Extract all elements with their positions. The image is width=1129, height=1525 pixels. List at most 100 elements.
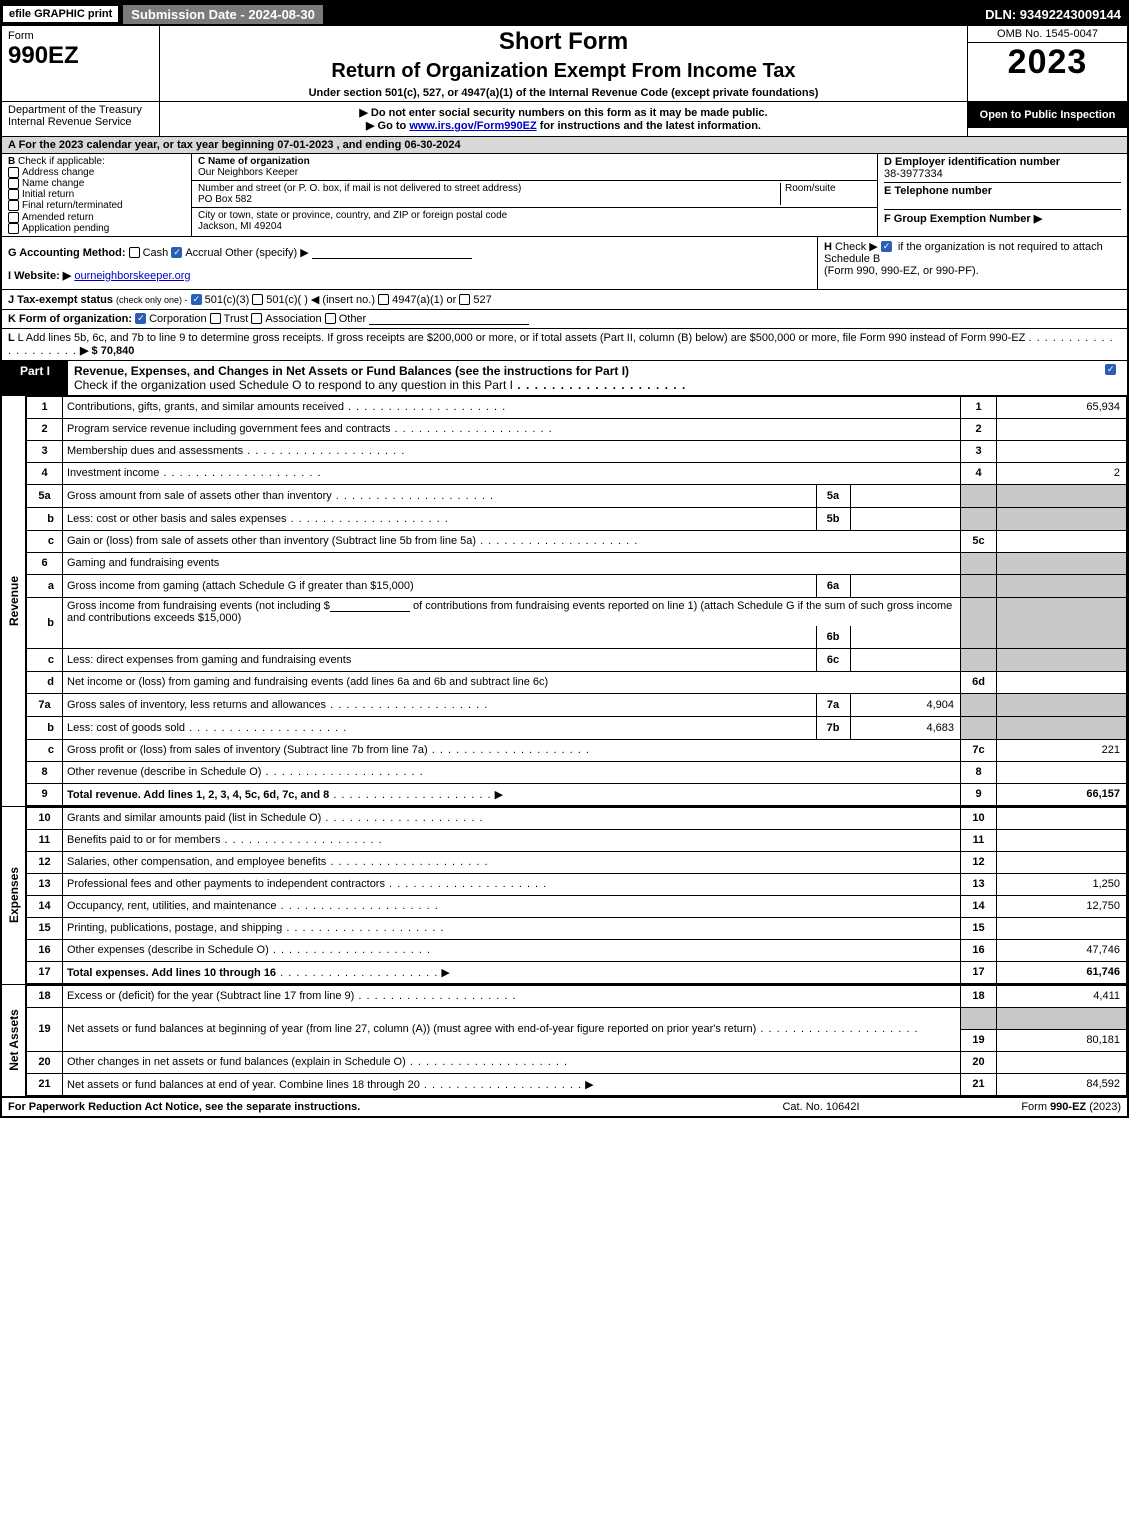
checkbox-amended-return[interactable] <box>8 212 19 223</box>
line-3-value <box>997 440 1127 462</box>
irs-label: Internal Revenue Service <box>8 116 153 128</box>
line-19-value: 80,181 <box>997 1029 1127 1051</box>
line-20-value <box>997 1051 1127 1073</box>
checkbox-4947[interactable] <box>378 294 389 305</box>
expenses-table: 10Grants and similar amounts paid (list … <box>26 807 1127 984</box>
form-page: efile GRAPHIC print Submission Date - 20… <box>0 0 1129 1118</box>
opt-address-change: Address change <box>22 167 94 178</box>
cat-no: Cat. No. 10642I <box>721 1101 921 1113</box>
line-7b-inner: 4,683 <box>850 717 960 739</box>
irs-link[interactable]: www.irs.gov/Form990EZ <box>409 120 536 132</box>
k-association: Association <box>265 313 321 325</box>
column-b: B Check if applicable: Address change Na… <box>2 154 192 236</box>
open-to-public: Open to Public Inspection <box>968 102 1127 128</box>
h-label: H <box>824 241 832 253</box>
checkbox-corporation[interactable] <box>135 313 146 324</box>
checkbox-cash[interactable] <box>129 247 140 258</box>
top-bar: efile GRAPHIC print Submission Date - 20… <box>2 2 1127 26</box>
line-2-value <box>997 418 1127 440</box>
netassets-vlabel: Net Assets <box>2 985 26 1096</box>
line-11-value <box>997 829 1127 851</box>
gh-row: G Accounting Method: Cash Accrual Other … <box>2 237 1127 290</box>
j-501c3: 501(c)(3) <box>205 294 250 306</box>
form-header: Form 990EZ Short Form Return of Organiza… <box>2 26 1127 102</box>
j-4947: 4947(a)(1) or <box>392 294 456 306</box>
line-6b-inner <box>850 626 960 648</box>
city-value: Jackson, MI 49204 <box>198 221 282 232</box>
form-number: 990EZ <box>8 42 153 70</box>
j-527: 527 <box>473 294 491 306</box>
line-8-value <box>997 761 1127 783</box>
line-18-value: 4,411 <box>997 985 1127 1007</box>
efile-print-button[interactable]: efile GRAPHIC print <box>2 5 119 23</box>
checkbox-initial-return[interactable] <box>8 189 19 200</box>
other-label: Other (specify) ▶ <box>225 247 309 259</box>
checkbox-527[interactable] <box>459 294 470 305</box>
opt-initial-return: Initial return <box>22 189 74 200</box>
k-other: Other <box>339 313 367 325</box>
line-6a-inner <box>850 575 960 597</box>
part-i-check-text: Check if the organization used Schedule … <box>74 378 513 392</box>
checkbox-accrual[interactable] <box>171 247 182 258</box>
line-1-value: 65,934 <box>997 396 1127 418</box>
line-5c-value <box>997 530 1127 552</box>
checkbox-name-change[interactable] <box>8 178 19 189</box>
checkbox-501c[interactable] <box>252 294 263 305</box>
l-text: L Add lines 5b, 6c, and 7b to line 9 to … <box>18 332 1026 344</box>
part-i-label: Part I <box>2 361 68 395</box>
k-other-field[interactable] <box>369 313 529 325</box>
expenses-vlabel: Expenses <box>2 807 26 984</box>
instruction-row: Department of the Treasury Internal Reve… <box>2 102 1127 137</box>
other-specify-field[interactable] <box>312 247 472 259</box>
j-501c: 501(c)( ) ◀ (insert no.) <box>266 294 375 306</box>
checkbox-schedule-o[interactable] <box>1105 364 1116 375</box>
j-note: (check only one) - <box>116 295 188 305</box>
line-14-value: 12,750 <box>997 895 1127 917</box>
e-phone-label: E Telephone number <box>884 185 992 197</box>
line-4-value: 2 <box>997 462 1127 484</box>
checkbox-association[interactable] <box>251 313 262 324</box>
tax-year: 2023 <box>968 43 1127 82</box>
checkbox-h[interactable] <box>881 241 892 252</box>
check-if-applicable: Check if applicable: <box>18 156 105 167</box>
line-7a-inner: 4,904 <box>850 694 960 716</box>
g-label: G Accounting Method: <box>8 247 126 259</box>
website-link[interactable]: ourneighborskeeper.org <box>74 270 190 282</box>
net-assets-section: Net Assets 18Excess or (deficit) for the… <box>2 985 1127 1098</box>
part-i-header: Part I Revenue, Expenses, and Changes in… <box>2 361 1127 396</box>
k-trust: Trust <box>224 313 249 325</box>
row-j: J Tax-exempt status (check only one) - 5… <box>2 290 1127 310</box>
l-amount: ▶ $ 70,840 <box>80 345 134 357</box>
street-value: PO Box 582 <box>198 194 252 205</box>
k-corporation: Corporation <box>149 313 206 325</box>
checkbox-final-return[interactable] <box>8 200 19 211</box>
bcd-row: B Check if applicable: Address change Na… <box>2 154 1127 237</box>
form-word: Form <box>8 30 153 42</box>
ein-value: 38-3977334 <box>884 168 943 180</box>
dept-treasury: Department of the Treasury <box>8 104 153 116</box>
checkbox-501c3[interactable] <box>191 294 202 305</box>
line-6c-inner <box>850 649 960 671</box>
row-l: L L Add lines 5b, 6c, and 7b to line 9 t… <box>2 329 1127 361</box>
expenses-section: Expenses 10Grants and similar amounts pa… <box>2 807 1127 985</box>
h-text3: (Form 990, 990-EZ, or 990-PF). <box>824 265 979 277</box>
checkbox-other-org[interactable] <box>325 313 336 324</box>
form-ref: Form 990-EZ (2023) <box>921 1101 1121 1113</box>
return-title: Return of Organization Exempt From Incom… <box>166 60 961 83</box>
line-6b-contrib-field[interactable] <box>330 600 410 612</box>
checkbox-address-change[interactable] <box>8 167 19 178</box>
goto-instructions: ▶ Go to www.irs.gov/Form990EZ for instru… <box>164 119 963 132</box>
checkbox-trust[interactable] <box>210 313 221 324</box>
street-label: Number and street (or P. O. box, if mail… <box>198 183 521 194</box>
line-10-value <box>997 807 1127 829</box>
dln: DLN: 93492243009144 <box>985 7 1121 22</box>
checkbox-application-pending[interactable] <box>8 223 19 234</box>
line-16-value: 47,746 <box>997 939 1127 961</box>
no-ssn-notice: ▶ Do not enter social security numbers o… <box>164 106 963 119</box>
part-i-title: Revenue, Expenses, and Changes in Net As… <box>74 364 629 378</box>
line-5a-inner <box>850 485 960 507</box>
revenue-table: 1Contributions, gifts, grants, and simil… <box>26 396 1127 806</box>
opt-name-change: Name change <box>22 178 84 189</box>
paperwork-notice: For Paperwork Reduction Act Notice, see … <box>8 1101 721 1113</box>
page-footer: For Paperwork Reduction Act Notice, see … <box>2 1098 1127 1116</box>
